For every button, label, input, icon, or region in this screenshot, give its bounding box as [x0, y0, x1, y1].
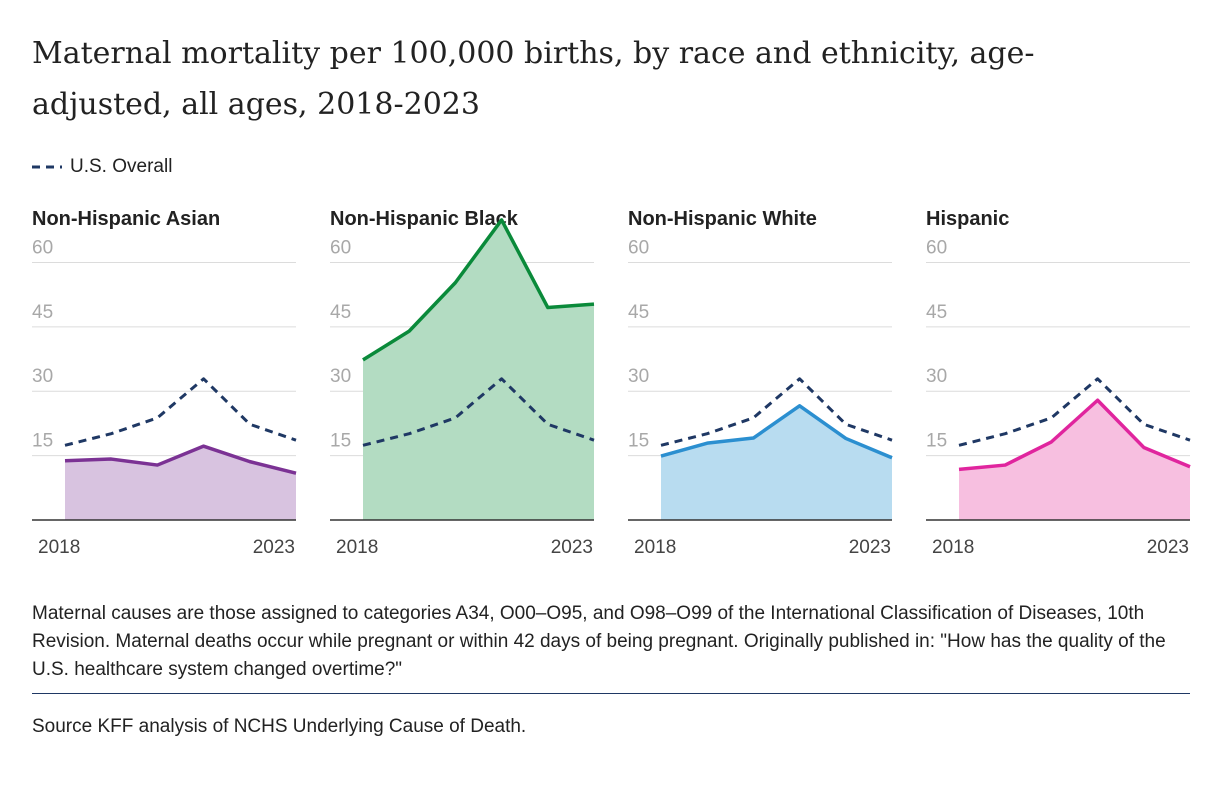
- area-nh-asian: [65, 446, 296, 520]
- dashed-line-swatch: [32, 165, 62, 169]
- small-multiples-chart: 15 30 45 60 2018 2023 15 30 45 60 2018 2023 15 30 45 60…: [32, 218, 1191, 558]
- line-nh-white: [660, 404, 893, 460]
- area-hispanic: [959, 400, 1190, 520]
- line-nh-asian: [64, 444, 297, 475]
- y-tick-label: 15: [330, 431, 351, 452]
- panel-nh-white: 15 30 45 60 2018 2023: [628, 237, 893, 558]
- y-tick-label: 15: [32, 431, 53, 452]
- legend-label-us-overall: U.S. Overall: [70, 156, 173, 177]
- y-tick-label: 15: [628, 431, 649, 452]
- x-tick-label: 2023: [849, 537, 891, 558]
- x-tick-label: 2023: [1147, 537, 1189, 558]
- x-tick-label: 2018: [336, 537, 378, 558]
- divider: [32, 693, 1190, 694]
- y-tick-label: 45: [32, 302, 53, 323]
- panel-title-nh-black: Non-Hispanic Black: [330, 208, 518, 230]
- chart-notes: Maternal causes are those assigned to ca…: [32, 603, 1166, 680]
- y-tick-label: 45: [926, 302, 947, 323]
- line-nh-black: [362, 218, 595, 362]
- panel-title-hispanic: Hispanic: [926, 208, 1010, 230]
- panel-nh-asian: 15 30 45 60 2018 2023: [32, 237, 297, 558]
- y-tick-label: 45: [628, 302, 649, 323]
- line-us-overall: [660, 377, 893, 447]
- panel-title-nh-white: Non-Hispanic White: [628, 208, 817, 230]
- y-tick-label: 30: [926, 366, 947, 387]
- panel-title-nh-asian: Non-Hispanic Asian: [32, 208, 221, 230]
- y-tick-label: 30: [32, 366, 53, 387]
- y-tick-label: 15: [926, 431, 947, 452]
- y-tick-label: 60: [330, 237, 351, 258]
- chart-title: Maternal mortality per 100,000 births, b…: [32, 36, 1035, 122]
- x-tick-label: 2018: [932, 537, 974, 558]
- y-tick-label: 30: [628, 366, 649, 387]
- legend: U.S. Overall: [32, 154, 172, 180]
- y-tick-label: 45: [330, 302, 351, 323]
- area-nh-white: [661, 405, 892, 520]
- area-nh-black: [363, 219, 594, 520]
- x-tick-label: 2018: [634, 537, 676, 558]
- panel-hispanic: 15 30 45 60 2018 2023: [926, 237, 1191, 558]
- line-hispanic: [958, 398, 1191, 472]
- x-tick-label: 2023: [551, 537, 593, 558]
- line-us-overall: [64, 377, 297, 447]
- y-tick-label: 60: [926, 237, 947, 258]
- source-note: Source KFF analysis of NCHS Underlying C…: [32, 716, 527, 737]
- panel-nh-black: 15 30 45 60 2018 2023: [330, 218, 595, 558]
- line-us-overall: [362, 377, 595, 447]
- y-tick-label: 30: [330, 366, 351, 387]
- y-tick-label: 60: [628, 237, 649, 258]
- x-tick-label: 2018: [38, 537, 80, 558]
- x-tick-label: 2023: [253, 537, 295, 558]
- line-us-overall: [958, 377, 1191, 447]
- y-tick-label: 60: [32, 237, 53, 258]
